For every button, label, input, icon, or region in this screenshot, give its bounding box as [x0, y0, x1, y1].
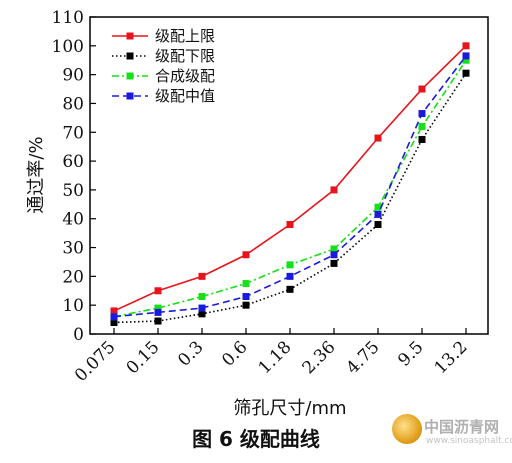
x-tick-label: 9.5	[394, 337, 427, 370]
data-point	[418, 123, 426, 131]
data-point	[330, 186, 338, 194]
legend-marker	[126, 72, 134, 80]
series-级配中值	[110, 52, 470, 321]
series-级配下限	[110, 69, 470, 326]
y-tick-label: 90	[62, 66, 84, 86]
data-point	[462, 52, 470, 60]
data-point	[198, 293, 206, 301]
x-tick-label: 0.3	[174, 337, 207, 370]
data-point	[198, 310, 206, 318]
legend-marker	[126, 32, 134, 40]
x-tick-label: 13.2	[431, 337, 472, 378]
data-point	[462, 42, 470, 50]
x-tick-label: 2.36	[299, 337, 340, 378]
x-tick-label: 1.18	[255, 337, 296, 378]
watermark: 中国沥青网 www.sinoasphalt.com	[392, 412, 512, 456]
series-级配上限	[110, 42, 470, 315]
legend-label: 合成级配	[155, 67, 215, 85]
legend-marker	[126, 52, 134, 60]
data-point	[198, 272, 206, 280]
data-point	[110, 318, 118, 326]
legend-entry: 级配中值	[112, 87, 215, 105]
data-point	[154, 308, 162, 316]
legend-entry: 级配上限	[112, 27, 215, 45]
series-line	[113, 45, 467, 312]
y-tick-label: 30	[62, 239, 84, 259]
watermark-url: www.sinoasphalt.com	[426, 436, 512, 446]
y-tick-label: 20	[62, 267, 84, 287]
data-point	[374, 220, 382, 228]
y-tick-label: 100	[52, 37, 84, 57]
y-tick-label: 0	[73, 325, 84, 345]
data-point	[286, 285, 294, 293]
legend-label: 级配上限	[155, 27, 215, 45]
data-point	[242, 251, 250, 259]
data-point	[286, 220, 294, 228]
data-point	[110, 313, 118, 321]
plot-frame	[89, 16, 489, 335]
data-point	[154, 317, 162, 325]
watermark-logo-icon	[392, 414, 422, 444]
legend-label: 级配中值	[155, 87, 215, 105]
watermark-text: 中国沥青网	[424, 418, 500, 436]
data-point	[418, 85, 426, 93]
figure-caption: 图 6 级配曲线	[192, 427, 320, 451]
legend-label: 级配下限	[155, 47, 215, 65]
x-tick-label: 0.15	[123, 337, 164, 378]
legend-marker	[126, 92, 134, 100]
x-axis-label: 筛孔尺寸/mm	[233, 398, 346, 419]
data-point	[374, 134, 382, 142]
y-tick-label: 80	[62, 94, 84, 114]
data-point	[286, 272, 294, 280]
data-point	[330, 259, 338, 267]
legend-entry: 级配下限	[112, 47, 215, 65]
legend-entry: 合成级配	[112, 67, 215, 85]
y-tick-label: 10	[62, 296, 84, 316]
data-point	[330, 251, 338, 259]
data-point	[462, 56, 470, 64]
y-tick-label: 50	[62, 181, 84, 201]
series-line	[113, 72, 467, 324]
data-point	[374, 203, 382, 211]
data-point	[110, 307, 118, 315]
y-tick-label: 110	[52, 8, 84, 28]
data-point	[286, 261, 294, 269]
data-point	[242, 293, 250, 301]
x-tick-label: 4.75	[343, 337, 384, 378]
data-point	[242, 280, 250, 288]
y-axis-label: 通过率/%	[26, 136, 47, 213]
y-tick-label: 60	[62, 152, 84, 172]
x-tick-label: 0.6	[218, 337, 251, 370]
data-point	[154, 287, 162, 295]
data-point	[198, 304, 206, 312]
data-point	[462, 69, 470, 77]
y-tick-label: 40	[62, 210, 84, 230]
data-point	[418, 110, 426, 118]
data-point	[154, 304, 162, 312]
data-point	[242, 301, 250, 309]
data-point	[330, 245, 338, 253]
data-point	[374, 210, 382, 218]
y-tick-label: 70	[62, 123, 84, 143]
data-point	[418, 135, 426, 143]
